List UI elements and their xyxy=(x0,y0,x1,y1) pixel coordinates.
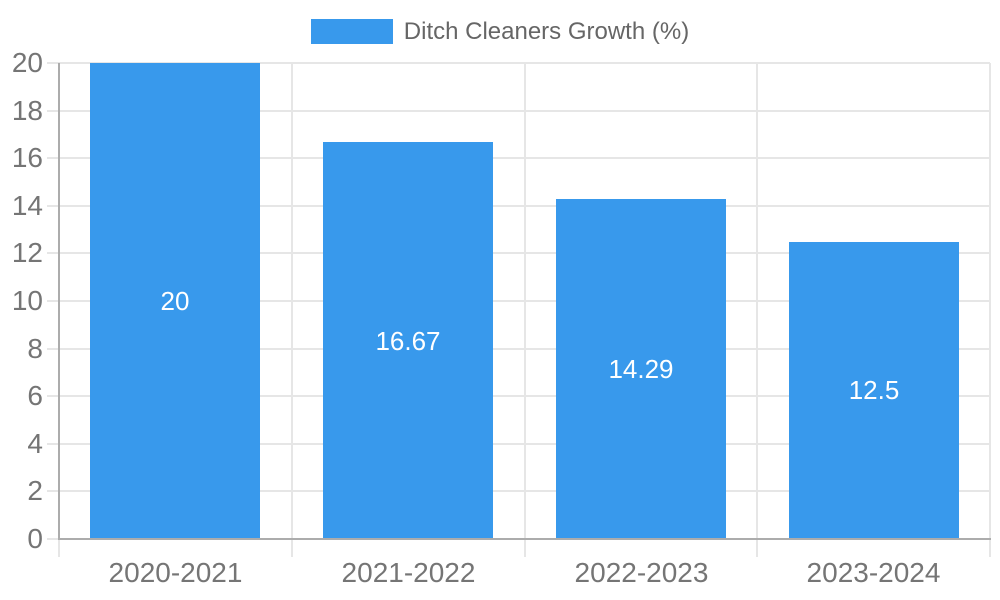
y-tick-label: 10 xyxy=(11,285,43,316)
x-tick-label: 2023-2024 xyxy=(806,557,941,588)
x-tick-label: 2021-2022 xyxy=(341,557,476,588)
y-tick-mark xyxy=(47,110,59,112)
x-tick-label: 2020-2021 xyxy=(108,557,243,588)
x-tick-mark xyxy=(58,539,60,557)
y-tick-mark xyxy=(47,348,59,350)
y-tick-label: 2 xyxy=(27,475,43,506)
x-tick-label: 2022-2023 xyxy=(574,557,709,588)
y-tick-mark xyxy=(47,395,59,397)
legend-label: Ditch Cleaners Growth (%) xyxy=(403,17,690,45)
y-tick-mark xyxy=(47,490,59,492)
bar[interactable] xyxy=(789,242,959,540)
gridline-x xyxy=(989,63,991,557)
y-tick-label: 14 xyxy=(11,190,43,221)
y-tick-label: 8 xyxy=(27,333,43,364)
y-tick-mark xyxy=(47,205,59,207)
y-tick-label: 16 xyxy=(11,142,43,173)
gridline-x xyxy=(524,63,526,557)
y-tick-mark xyxy=(47,157,59,159)
y-tick-mark xyxy=(47,300,59,302)
y-tick-label: 6 xyxy=(27,380,43,411)
x-axis-line xyxy=(58,538,991,540)
y-tick-mark xyxy=(47,252,59,254)
bar[interactable] xyxy=(90,63,260,539)
y-tick-label: 18 xyxy=(11,95,43,126)
y-tick-mark xyxy=(47,62,59,64)
chart-legend[interactable]: Ditch Cleaners Growth (%) xyxy=(0,14,1000,48)
y-tick-mark xyxy=(47,538,59,540)
legend-swatch-icon xyxy=(310,18,393,44)
y-tick-label: 12 xyxy=(11,237,43,268)
bar[interactable] xyxy=(323,142,493,539)
y-tick-label: 0 xyxy=(27,523,43,554)
gridline-x xyxy=(291,63,293,557)
bar[interactable] xyxy=(556,199,726,539)
y-tick-label: 20 xyxy=(11,47,43,78)
y-axis-line xyxy=(58,63,60,539)
gridline-x xyxy=(756,63,758,557)
y-tick-label: 4 xyxy=(27,428,43,459)
y-tick-mark xyxy=(47,443,59,445)
